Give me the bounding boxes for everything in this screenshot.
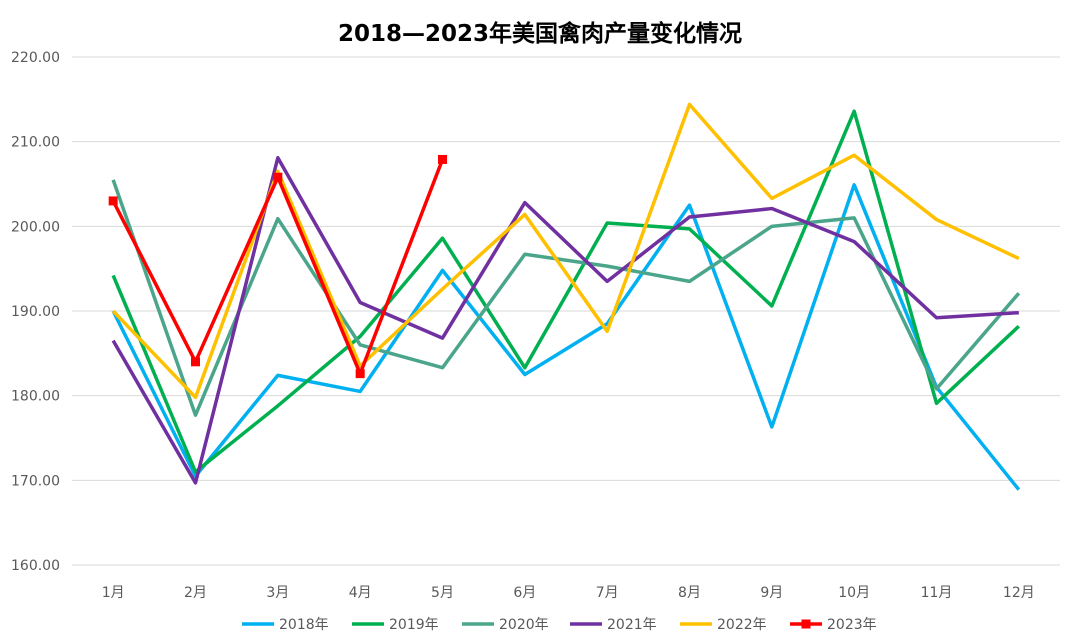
x-tick-label: 11月: [921, 585, 953, 601]
x-tick-label: 6月: [513, 585, 536, 601]
chart-title: 2018—2023年美国禽肉产量变化情况: [337, 21, 743, 47]
x-tick-label: 3月: [266, 585, 289, 601]
x-tick-label: 7月: [596, 585, 619, 601]
data-point: [191, 357, 200, 367]
series-line-2020年: [111, 179, 1021, 417]
x-tick-label: 4月: [349, 585, 372, 601]
x-tick-label: 2月: [184, 585, 207, 601]
legend-label: 2019年: [389, 617, 439, 633]
x-tick-label: 10月: [838, 585, 870, 601]
y-tick-label: 200.00: [11, 219, 60, 235]
legend-label: 2021年: [607, 617, 657, 633]
x-tick-label: 5月: [431, 585, 454, 601]
y-tick-label: 190.00: [11, 304, 60, 320]
x-tick-label: 9月: [760, 585, 783, 601]
x-tick-label: 8月: [678, 585, 701, 601]
y-tick-label: 160.00: [11, 558, 60, 574]
series-line-2022年: [111, 102, 1020, 400]
legend-marker: [801, 619, 811, 629]
y-tick-label: 180.00: [11, 389, 60, 405]
data-point: [273, 172, 283, 182]
data-point: [108, 196, 118, 206]
legend-label: 2018年: [279, 617, 329, 633]
legend-label: 2020年: [499, 617, 549, 633]
y-tick-label: 220.00: [11, 50, 60, 66]
series-line-2019年: [111, 109, 1021, 474]
legend-label: 2023年: [827, 617, 877, 633]
y-tick-label: 170.00: [11, 473, 60, 489]
y-tick-label: 210.00: [11, 135, 60, 151]
data-point: [438, 154, 447, 164]
data-point: [355, 369, 365, 379]
legend-label: 2022年: [717, 617, 767, 633]
series-line-2018年: [111, 183, 1021, 491]
x-tick-label: 1月: [102, 585, 125, 601]
x-tick-label: 12月: [1003, 585, 1035, 601]
series-line-2021年: [111, 156, 1019, 485]
